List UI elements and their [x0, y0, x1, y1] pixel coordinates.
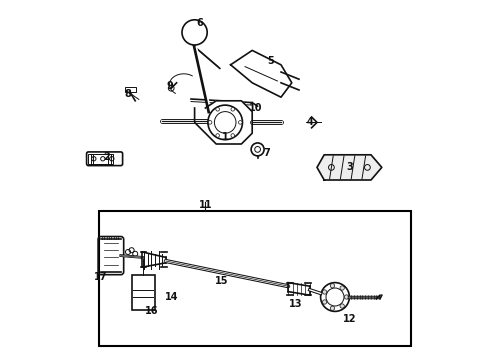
- Text: 16: 16: [145, 306, 158, 316]
- Circle shape: [330, 284, 335, 288]
- Polygon shape: [195, 101, 252, 144]
- Circle shape: [216, 108, 220, 111]
- Text: 8: 8: [124, 89, 131, 99]
- Text: 7: 7: [263, 148, 270, 158]
- Circle shape: [322, 300, 327, 304]
- Circle shape: [231, 134, 235, 137]
- Bar: [125, 87, 136, 92]
- Circle shape: [330, 306, 335, 310]
- Bar: [94, 154, 113, 164]
- Text: 13: 13: [289, 299, 302, 309]
- Circle shape: [216, 134, 220, 137]
- Circle shape: [340, 286, 344, 290]
- Text: 15: 15: [215, 276, 228, 286]
- Bar: [132, 275, 155, 310]
- Circle shape: [322, 290, 327, 294]
- Text: 14: 14: [165, 292, 178, 302]
- Circle shape: [169, 85, 174, 91]
- Circle shape: [231, 108, 235, 111]
- Bar: [91, 154, 111, 164]
- Text: 4: 4: [306, 117, 313, 127]
- Text: 12: 12: [343, 314, 356, 324]
- Bar: [99, 211, 411, 346]
- Circle shape: [344, 295, 349, 299]
- Bar: [88, 154, 108, 164]
- Text: 2: 2: [103, 152, 110, 162]
- Text: 17: 17: [94, 272, 108, 282]
- Text: 1: 1: [222, 132, 228, 142]
- Text: 9: 9: [166, 81, 173, 91]
- Polygon shape: [317, 155, 382, 180]
- Circle shape: [340, 304, 344, 308]
- Circle shape: [208, 121, 212, 124]
- Text: 5: 5: [267, 56, 273, 66]
- Text: 11: 11: [198, 200, 212, 210]
- Text: 10: 10: [249, 103, 263, 113]
- Circle shape: [239, 121, 242, 124]
- Text: 3: 3: [346, 162, 353, 172]
- Text: 6: 6: [196, 18, 203, 28]
